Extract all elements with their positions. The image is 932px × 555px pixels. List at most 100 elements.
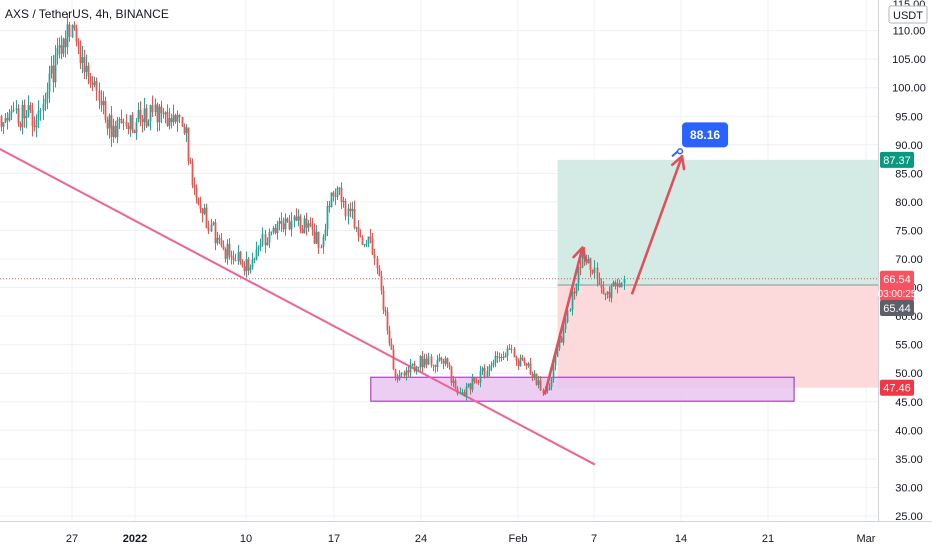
candle-body	[133, 130, 136, 134]
candle-body	[537, 380, 540, 385]
candle-body	[579, 267, 582, 269]
candle-body	[42, 103, 45, 111]
countdown-text: 03:00:25	[878, 289, 917, 300]
candle-body	[0, 116, 3, 127]
candle-body	[596, 267, 599, 280]
time-tick-label: Feb	[509, 533, 528, 545]
loss-zone[interactable]	[557, 285, 932, 388]
candle-body	[114, 125, 117, 138]
trendline-segment[interactable]	[0, 147, 596, 466]
candle-body	[390, 343, 393, 350]
candle-body	[411, 363, 414, 365]
candle-body	[172, 114, 175, 123]
candle-body	[496, 355, 499, 358]
candle-body	[127, 125, 130, 130]
candle-body	[569, 309, 572, 311]
candle-body	[214, 222, 217, 244]
candle-body	[612, 282, 615, 287]
candle-body	[50, 65, 53, 74]
candle-body	[488, 366, 491, 371]
candle-body	[367, 236, 370, 245]
support-zone[interactable]	[370, 376, 795, 402]
candle-body	[131, 115, 134, 131]
target-badge[interactable]: 88.16	[671, 122, 729, 158]
candle-body	[158, 106, 161, 123]
candle-body	[326, 205, 329, 230]
candle-body	[533, 373, 536, 378]
candle-body	[407, 370, 410, 373]
candle-body	[554, 356, 557, 366]
candle-body	[218, 237, 221, 240]
candle-body	[535, 373, 538, 385]
candle-body	[44, 98, 47, 104]
candle-body	[216, 237, 219, 244]
price-tick-label: 110.00	[893, 26, 926, 38]
candle-body	[160, 106, 163, 114]
candle-body	[143, 108, 146, 123]
price-tick-label: 25.00	[895, 511, 923, 523]
candle-body	[324, 229, 327, 237]
last-price-text: 66.54	[883, 274, 911, 286]
candle-body	[388, 330, 391, 344]
candle-body	[129, 115, 132, 130]
candle-body	[344, 200, 347, 217]
candle-body	[85, 65, 88, 72]
candle-body	[75, 28, 78, 42]
candle-body	[521, 357, 524, 360]
candle-body	[73, 25, 76, 29]
candle-body	[448, 364, 451, 367]
candle-body	[587, 258, 590, 263]
candle-body	[234, 259, 237, 262]
candle-body	[430, 356, 433, 365]
candle-body	[369, 236, 372, 239]
candle-body	[510, 348, 513, 350]
candle-body	[282, 223, 285, 230]
candle-body	[257, 247, 260, 250]
target-badge-box[interactable]	[682, 122, 729, 148]
candle-body	[46, 91, 49, 99]
unit-selector-button[interactable]	[888, 5, 928, 24]
candle-body	[247, 259, 250, 271]
candle-body	[104, 100, 107, 120]
candle-body	[403, 372, 406, 376]
projection-arrows[interactable]	[543, 154, 686, 395]
candle-body	[87, 65, 90, 77]
candle-body	[102, 100, 105, 106]
candle-body	[31, 110, 34, 126]
support-zone-box[interactable]	[370, 376, 795, 402]
arrow-head-icon	[572, 246, 587, 262]
candle-body	[608, 291, 611, 298]
candle-body	[203, 207, 206, 214]
candle-body	[106, 119, 109, 129]
candle-body	[519, 357, 522, 366]
candle-body	[205, 207, 208, 228]
projection-arrow-2[interactable]	[630, 154, 684, 295]
price-tick-label: 85.00	[895, 168, 923, 180]
candle-body	[118, 118, 121, 121]
candle-body	[539, 380, 542, 391]
projection-arrow-1[interactable]	[543, 246, 584, 395]
candle-body	[409, 364, 412, 373]
candle-body	[436, 359, 439, 368]
profit-zone[interactable]	[557, 159, 932, 286]
time-tick-label: 7	[591, 533, 597, 545]
position-tool[interactable]	[0, 159, 932, 388]
candle-body	[575, 283, 578, 294]
candle-body	[357, 227, 360, 236]
candle-body	[100, 100, 103, 106]
price-tick-label: 100.00	[892, 83, 926, 95]
candle-body	[591, 269, 594, 273]
candle-body	[315, 231, 318, 244]
candle-body	[513, 348, 516, 358]
candle-body	[170, 118, 173, 123]
candle-body	[166, 112, 169, 126]
candle-body	[108, 115, 111, 129]
time-axis[interactable]: 27 2022 10 17 24 Feb 7 14 21 Mar	[0, 521, 932, 550]
candle-body	[465, 386, 468, 397]
candle-body	[373, 254, 376, 259]
candle-body	[552, 365, 555, 379]
candle-body	[604, 294, 607, 296]
trendline[interactable]	[0, 147, 596, 466]
